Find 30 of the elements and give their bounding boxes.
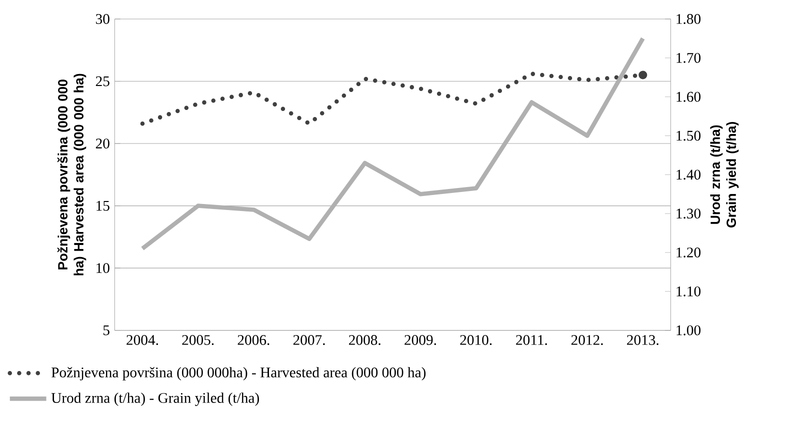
- x-tick-label: 2005.: [182, 335, 214, 346]
- y-tick-label: 10: [96, 263, 110, 274]
- y2-tick-label: 1.40: [676, 170, 700, 180]
- legend-label: Požnjevena površina (000 000ha) - Harvested area (000 000 ha): [52, 367, 426, 380]
- x-tick-label: 2012.: [571, 335, 603, 346]
- y2-tick-label: 1.10: [676, 286, 700, 296]
- y-tick-label: 15: [96, 200, 110, 211]
- x-tick-label: 2006.: [238, 335, 270, 346]
- x-tick-label: 2011.: [516, 335, 547, 346]
- y-axis-title: Požnjevena površina (000 000 ha) Harvested area (000 000 ha): [57, 74, 86, 276]
- y2-axis-title: Urod zrna (t/ha) Grain yield (t/ha): [710, 122, 739, 228]
- y2-tick-label: 1.80: [676, 14, 700, 24]
- x-tick-label: 2008.: [349, 335, 380, 346]
- y2-tick-label: 1.30: [676, 208, 700, 219]
- legend-label: Urod zrna (t/ha) - Grain yiled (t/ha): [51, 392, 259, 406]
- y2-tick-label: 1.00: [676, 325, 700, 336]
- y2-tick-label: 1.70: [676, 52, 700, 63]
- x-tick-label: 2004.: [126, 335, 158, 346]
- x-tick-label: 2010.: [460, 335, 492, 346]
- y-tick-label: 20: [96, 138, 110, 148]
- x-tick-label: 2007.: [293, 335, 325, 346]
- y-tick-label: 30: [96, 14, 110, 24]
- y2-tick-label: 1.50: [676, 130, 700, 141]
- y-tick-label: 5: [103, 325, 110, 336]
- line-series: [140, 36, 646, 251]
- y-tick-label: 25: [96, 76, 110, 86]
- x-tick-label: 2013.: [627, 335, 658, 346]
- x-tick-label: 2009.: [404, 335, 436, 346]
- y2-tick-label: 1.20: [676, 248, 700, 258]
- y2-tick-label: 1.60: [676, 92, 700, 102]
